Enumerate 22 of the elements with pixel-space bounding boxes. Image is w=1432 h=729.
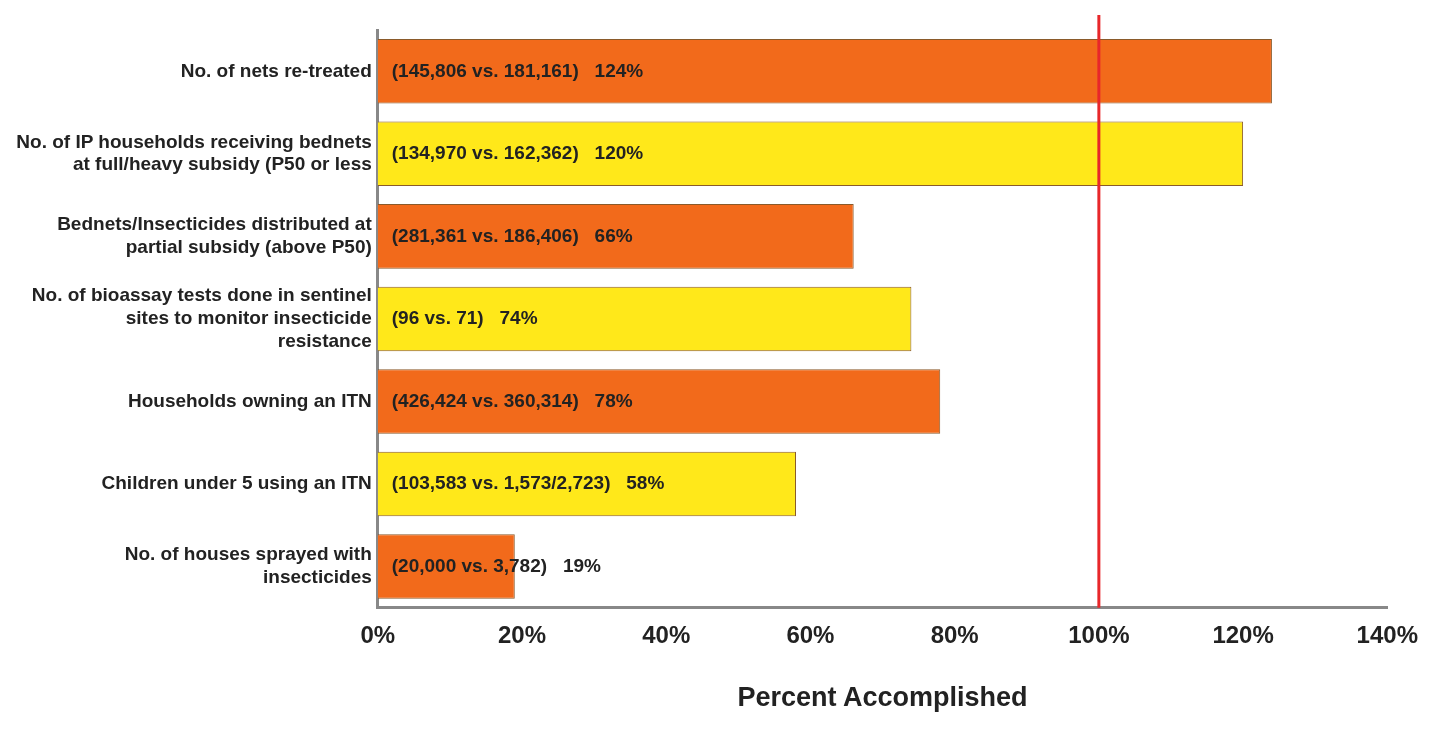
y-tick-label: No. of houses sprayed with insecticides xyxy=(124,543,372,588)
data-label: (281,361 vs. 186,406) 66% xyxy=(391,224,633,246)
data-label: (145,806 vs. 181,161) 124% xyxy=(391,59,644,81)
data-label: (426,424 vs. 360,314) 78% xyxy=(391,389,633,411)
y-tick-label: No. of IP households receiving bednets at full/heavy subsidy (P50 or less xyxy=(16,130,372,175)
x-tick-label: 60% xyxy=(786,620,835,648)
data-label: (103,583 vs. 1,573/2,723) 58% xyxy=(391,472,665,494)
y-tick-label: Bednets/Insecticides distributed at partial subsidy (above P50) xyxy=(57,213,373,257)
x-tick-label: 120% xyxy=(1212,620,1274,648)
y-tick-label: Children under 5 using an ITN xyxy=(101,472,372,494)
x-tick-label: 40% xyxy=(642,620,691,648)
data-label: (96 vs. 71) 74% xyxy=(391,307,538,329)
x-tick-label: 80% xyxy=(930,620,979,648)
y-tick-label: No. of nets re-treated xyxy=(180,59,372,81)
x-tick-label: 100% xyxy=(1068,620,1130,648)
x-tick-label: 20% xyxy=(497,620,547,648)
x-tick-label: 140% xyxy=(1356,620,1418,648)
y-tick-label: Households owning an ITN xyxy=(127,389,372,411)
y-tick-label: No. of bioassay tests done in sentinel sites to monitor insecticide resistance xyxy=(31,284,372,351)
data-label: (134,970 vs. 162,362) 120% xyxy=(391,142,644,164)
x-tick-label: 0% xyxy=(360,620,396,648)
x-axis-title: Percent Accomplished xyxy=(737,682,1028,713)
